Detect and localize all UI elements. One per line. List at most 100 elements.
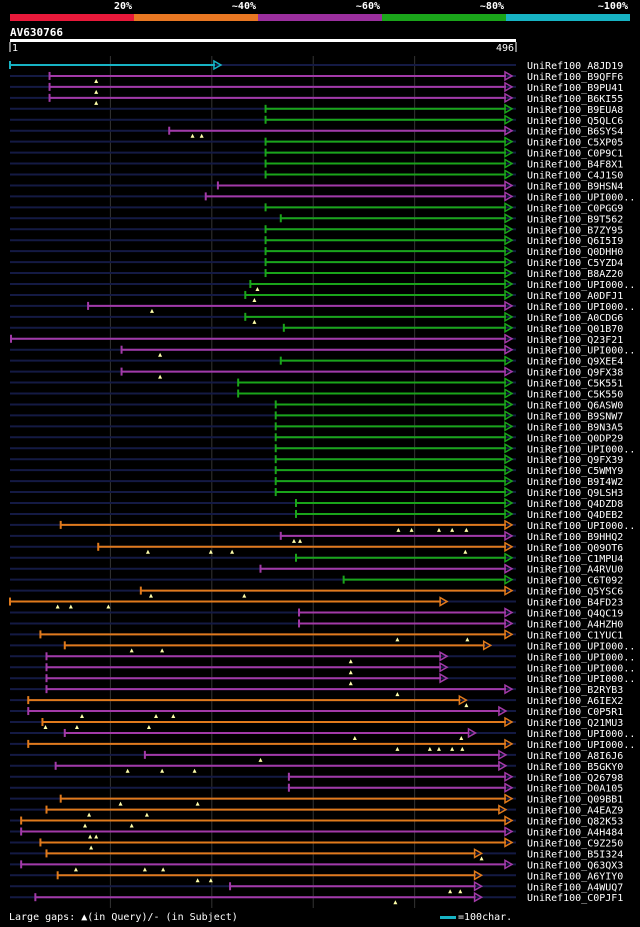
hit-end-arrow bbox=[504, 508, 514, 520]
hit-label: UniRef100_Q5QLC6 bbox=[527, 116, 623, 127]
query-gap-marker bbox=[298, 538, 303, 543]
query-gap-marker bbox=[160, 648, 165, 653]
hit-end-arrow bbox=[504, 158, 514, 169]
hit-end-arrow bbox=[504, 815, 514, 826]
hit-end-arrow bbox=[458, 694, 468, 706]
hit-label: UniRef100_B6KI55 bbox=[527, 94, 623, 105]
query-gap-marker bbox=[208, 878, 213, 883]
hit-end-arrow bbox=[498, 760, 508, 772]
hit-end-arrow bbox=[473, 848, 484, 859]
hit-end-arrow bbox=[467, 727, 478, 739]
hit-label: UniRef100_B9N3A5 bbox=[527, 422, 623, 433]
hit-label: UniRef100_A4H484 bbox=[527, 828, 623, 839]
hit-label: UniRef100_A0CDG6 bbox=[527, 313, 623, 324]
hit-end-arrow bbox=[504, 103, 514, 115]
hit-end-arrow bbox=[504, 399, 514, 410]
hit-label: UniRef100_A8JD19 bbox=[527, 61, 623, 72]
hit-end-arrow bbox=[504, 859, 514, 870]
hit-end-arrow bbox=[439, 651, 449, 662]
query-gap-marker bbox=[83, 823, 88, 828]
hit-end-arrow bbox=[504, 355, 514, 366]
query-gap-marker bbox=[161, 867, 166, 872]
hit-end-arrow bbox=[504, 421, 514, 432]
hit-end-arrow bbox=[504, 180, 514, 191]
hit-label: UniRef100_UPI000.. bbox=[527, 663, 635, 674]
hit-end-arrow bbox=[504, 202, 514, 213]
hit-label: UniRef100_C5K551 bbox=[527, 379, 623, 390]
hit-end-arrow bbox=[504, 464, 514, 476]
hit-label: UniRef100_C5YZD4 bbox=[527, 258, 623, 269]
hit-end-arrow bbox=[504, 267, 514, 279]
hit-label: UniRef100_Q09OT6 bbox=[527, 543, 623, 554]
hit-end-arrow bbox=[504, 432, 514, 443]
query-ruler bbox=[10, 39, 516, 42]
hit-end-arrow bbox=[504, 552, 514, 564]
hit-label: UniRef100_C1MPU4 bbox=[527, 554, 623, 565]
hit-end-arrow bbox=[504, 366, 514, 377]
hit-end-arrow bbox=[504, 125, 514, 136]
query-gap-marker bbox=[252, 297, 257, 302]
query-gap-marker bbox=[43, 725, 48, 729]
query-gap-marker bbox=[160, 768, 165, 773]
hit-end-arrow bbox=[504, 607, 514, 618]
hit-label: UniRef100_Q21MU3 bbox=[527, 718, 623, 729]
query-gap-marker bbox=[148, 593, 153, 598]
hit-label: UniRef100_UPI000.. bbox=[527, 521, 635, 532]
hit-label: UniRef100_Q9LSH3 bbox=[527, 488, 623, 499]
identity-bin-label: ~60% bbox=[355, 1, 380, 12]
hit-label: UniRef100_UPI000.. bbox=[527, 280, 635, 291]
hit-end-arrow bbox=[439, 672, 449, 684]
identity-scale-bar: 20% ~40% ~60% ~80% ~100% bbox=[0, 0, 640, 24]
ruler-end-label: 496 bbox=[496, 43, 514, 54]
query-gap-marker bbox=[436, 746, 441, 751]
query-gap-marker bbox=[395, 746, 400, 751]
hit-label: UniRef100_C4J1S0 bbox=[527, 171, 623, 182]
hit-label: UniRef100_Q6ASW0 bbox=[527, 400, 623, 411]
hit-label: UniRef100_UPI000.. bbox=[527, 302, 635, 313]
hit-end-arrow bbox=[504, 114, 514, 126]
hit-end-arrow bbox=[504, 629, 514, 640]
identity-bin-4 bbox=[382, 14, 506, 21]
hit-end-arrow bbox=[504, 234, 514, 246]
hit-end-arrow bbox=[504, 541, 514, 553]
hit-label: UniRef100_Q0DP29 bbox=[527, 433, 623, 444]
query-gap-marker bbox=[458, 889, 463, 894]
hit-label: UniRef100_C0PJF1 bbox=[527, 893, 623, 904]
query-gap-marker bbox=[195, 801, 200, 806]
hit-label: UniRef100_C0PGG9 bbox=[527, 203, 623, 214]
query-gap-marker bbox=[80, 714, 85, 719]
hit-label: UniRef100_C0P5R1 bbox=[527, 707, 623, 718]
hit-label: UniRef100_Q23F21 bbox=[527, 335, 623, 346]
hit-label: UniRef100_B9HHQ2 bbox=[527, 532, 623, 543]
hit-label: UniRef100_B9EUA8 bbox=[527, 105, 623, 116]
hit-end-arrow bbox=[504, 738, 514, 750]
hit-end-arrow bbox=[504, 563, 514, 574]
hit-label: UniRef100_B6SYS4 bbox=[527, 127, 623, 138]
ruler-start-label: 1 bbox=[12, 43, 18, 54]
hit-end-arrow bbox=[504, 377, 514, 388]
hit-label: UniRef100_B9HSN4 bbox=[527, 181, 623, 192]
query-gap-marker bbox=[129, 823, 134, 828]
hit-end-arrow bbox=[504, 213, 514, 224]
hit-label: UniRef100_B9T562 bbox=[527, 214, 623, 225]
hit-label: UniRef100_A4EAZ9 bbox=[527, 806, 623, 817]
hit-label: UniRef100_UPI000.. bbox=[527, 674, 635, 685]
hit-end-arrow bbox=[504, 782, 514, 793]
query-gap-marker bbox=[129, 648, 134, 653]
hit-label: UniRef100_Q4DZD8 bbox=[527, 499, 623, 510]
query-gap-marker bbox=[450, 746, 455, 751]
query-gap-marker bbox=[463, 549, 468, 554]
hit-label: UniRef100_A6YIY0 bbox=[527, 871, 623, 882]
hit-end-arrow bbox=[504, 618, 514, 629]
hit-end-arrow bbox=[213, 59, 223, 71]
hit-end-arrow bbox=[504, 289, 514, 301]
hit-end-arrow bbox=[504, 388, 514, 399]
hit-end-arrow bbox=[504, 70, 514, 82]
hit-end-arrow bbox=[504, 410, 514, 421]
hit-end-arrow bbox=[498, 749, 508, 761]
query-gap-marker bbox=[208, 549, 213, 554]
query-gap-marker bbox=[149, 308, 154, 313]
query-gap-marker bbox=[87, 812, 92, 817]
hit-label: UniRef100_Q5YSC6 bbox=[527, 587, 623, 598]
identity-bin-2 bbox=[134, 14, 258, 21]
